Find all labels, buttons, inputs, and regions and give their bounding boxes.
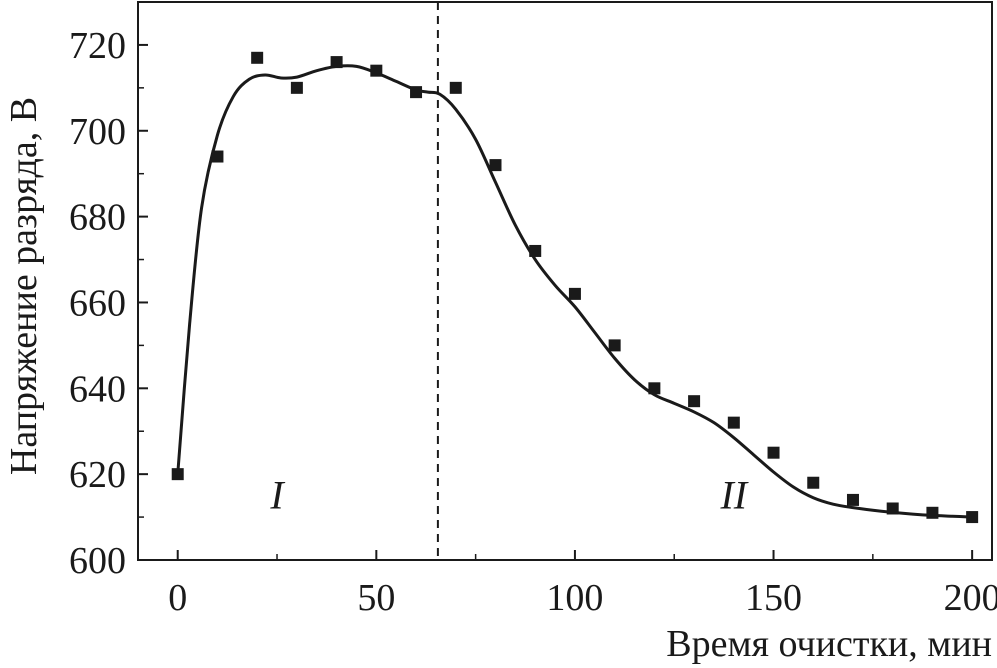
x-tick-label: 100 xyxy=(546,577,603,619)
data-point xyxy=(171,468,184,481)
data-point xyxy=(688,395,701,408)
data-point xyxy=(648,382,661,395)
y-tick-label: 700 xyxy=(69,111,126,153)
data-point xyxy=(449,81,462,94)
data-point xyxy=(330,56,343,69)
y-tick-label: 720 xyxy=(69,25,126,67)
region-label-2: II xyxy=(719,472,748,517)
data-point xyxy=(886,502,899,515)
data-point xyxy=(846,493,859,506)
y-axis-title: Напряжение разряда, В xyxy=(3,97,45,475)
data-point xyxy=(926,506,939,519)
y-tick-label: 680 xyxy=(69,197,126,239)
plot-area: 0 50 100 150 200 600 620 640 660 680 700 720 Время о… xyxy=(3,1,997,665)
data-point xyxy=(290,81,303,94)
y-tick-label: 620 xyxy=(69,454,126,496)
x-tick-label: 150 xyxy=(745,577,802,619)
data-point xyxy=(370,64,383,77)
x-axis-title: Время очистки, мин xyxy=(666,623,992,665)
x-tick-label: 50 xyxy=(357,577,395,619)
data-point xyxy=(608,339,621,352)
y-tick-label: 600 xyxy=(69,540,126,582)
data-point xyxy=(489,159,502,172)
x-tick-label: 0 xyxy=(168,577,187,619)
region-label-1: I xyxy=(269,472,285,517)
y-tick-label: 640 xyxy=(69,368,126,410)
data-point xyxy=(251,51,264,64)
plot-frame xyxy=(137,1,993,561)
data-point xyxy=(568,287,581,300)
data-point xyxy=(767,446,780,459)
data-point xyxy=(807,476,820,489)
data-point xyxy=(727,416,740,429)
data-point xyxy=(529,244,542,257)
y-tick-label: 660 xyxy=(69,282,126,324)
x-tick-label: 200 xyxy=(944,577,997,619)
fit-curve xyxy=(176,64,973,519)
data-point xyxy=(211,150,224,163)
data-point xyxy=(966,511,979,524)
data-point xyxy=(410,86,423,99)
